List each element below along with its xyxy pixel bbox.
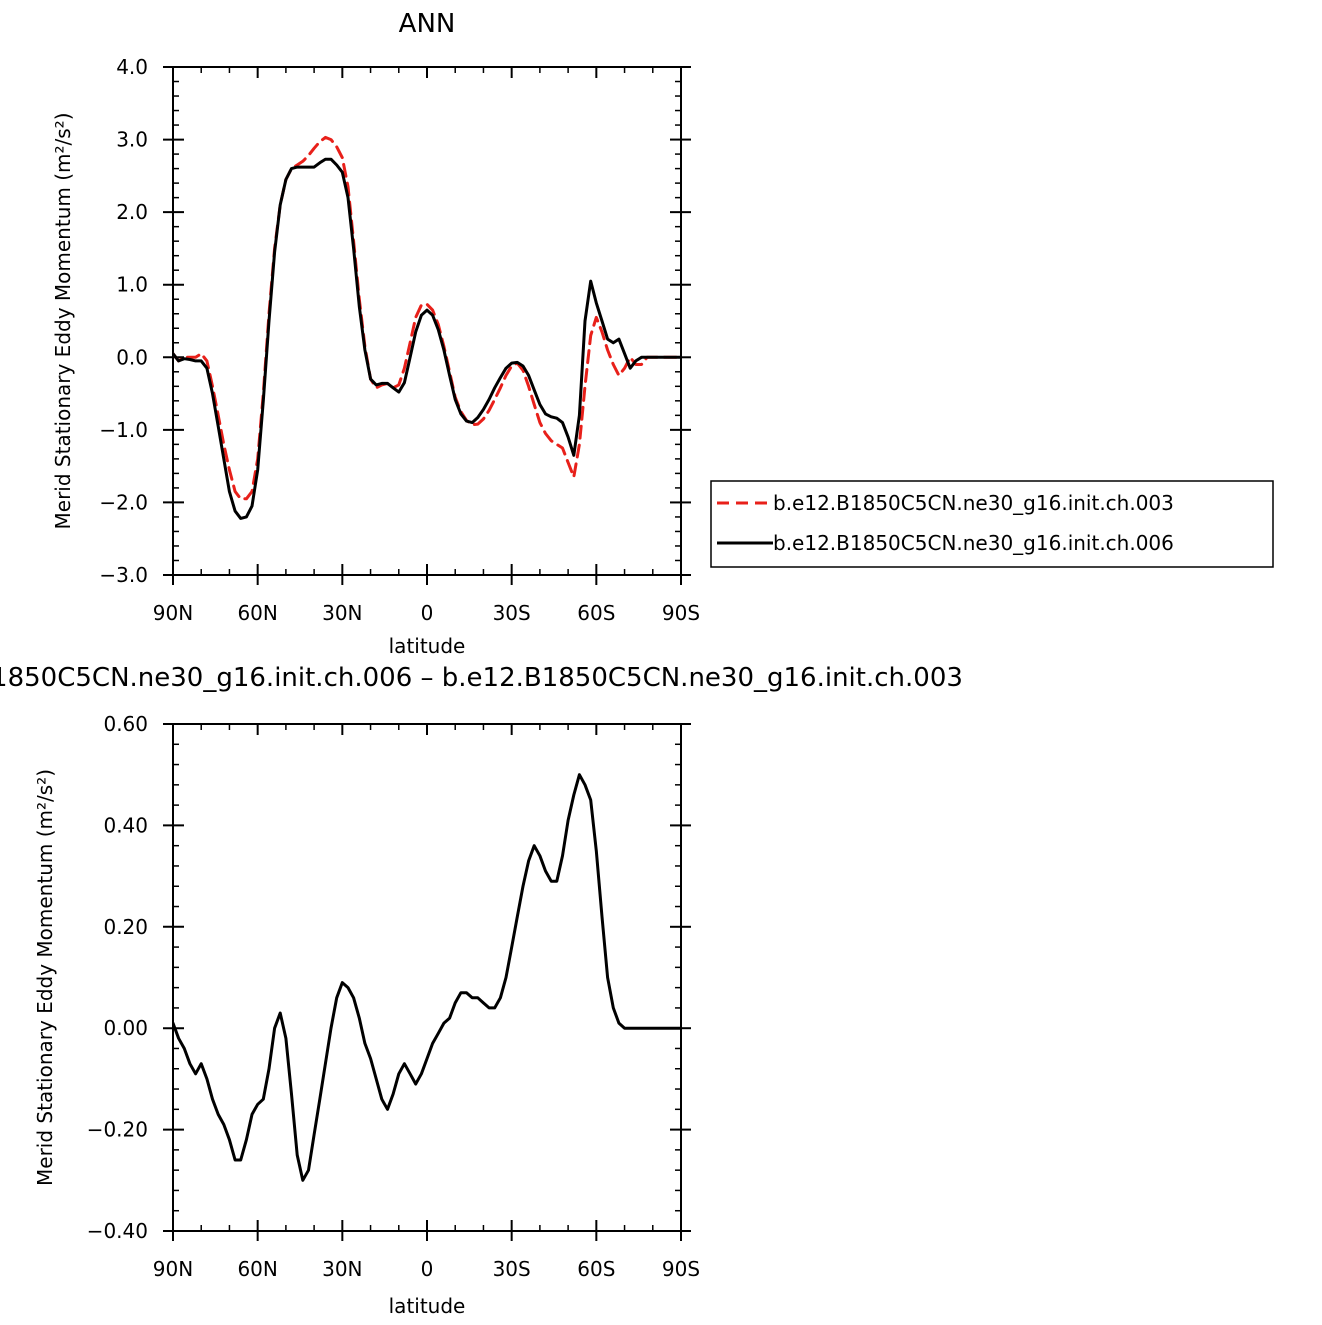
y-axis-label: Merid Stationary Eddy Momentum (m²/s²) xyxy=(51,113,75,530)
y-tick-label: −1.0 xyxy=(99,418,148,442)
y-axis-label: Merid Stationary Eddy Momentum (m²/s²) xyxy=(33,769,57,1186)
chart-panel-1: ANN 90N 60N 30N 0 30S 60S 90S 4.0 3.0 2.0 1.0 0.0 −1.… xyxy=(51,9,1274,658)
legend-box xyxy=(710,480,1274,568)
series-line-2 xyxy=(173,157,681,520)
chart-title: b.e12.B1850C5CN.ne30_g16.init.ch.006 – b… xyxy=(0,663,963,693)
x-axis-label: latitude xyxy=(389,634,466,658)
y-tick-label: 1.0 xyxy=(116,273,148,297)
y-tick-label: 4.0 xyxy=(116,55,148,79)
x-tick-label: 90S xyxy=(662,1257,700,1281)
y-tick-label: 0.40 xyxy=(103,813,148,837)
y-tick-label: −0.20 xyxy=(87,1118,148,1142)
x-axis-label: latitude xyxy=(389,1294,466,1318)
plot-frame xyxy=(172,723,682,1232)
y-tick-label: −3.0 xyxy=(99,563,148,587)
series-line-1 xyxy=(173,773,681,1182)
chart-title: ANN xyxy=(399,9,456,39)
y-tick-label: 0.20 xyxy=(103,915,148,939)
x-tick-label: 60N xyxy=(237,601,277,625)
x-tick-label: 90S xyxy=(662,601,700,625)
x-tick-label: 0 xyxy=(421,601,434,625)
y-tick-label: 0.60 xyxy=(103,712,148,736)
y-tick-label: 0.0 xyxy=(116,345,148,369)
x-tick-label: 60S xyxy=(577,601,615,625)
x-tick-label: 30N xyxy=(322,601,362,625)
legend-label: b.e12.B1850C5CN.ne30_g16.init.ch.003 xyxy=(773,491,1174,515)
x-tick-label: 90N xyxy=(153,601,193,625)
x-tick-label: 30S xyxy=(493,1257,531,1281)
legend: b.e12.B1850C5CN.ne30_g16.init.ch.003 b.e1… xyxy=(710,480,1274,568)
x-tick-label: 90N xyxy=(153,1257,193,1281)
chart-panel-2: b.e12.B1850C5CN.ne30_g16.init.ch.006 – b… xyxy=(0,663,963,1318)
x-tick-label: 0 xyxy=(421,1257,434,1281)
plot-frame xyxy=(172,66,682,576)
y-tick-label: −2.0 xyxy=(99,490,148,514)
x-tick-label: 30S xyxy=(493,601,531,625)
x-tick-label: 60S xyxy=(577,1257,615,1281)
legend-label: b.e12.B1850C5CN.ne30_g16.init.ch.006 xyxy=(773,531,1174,555)
y-tick-label: 3.0 xyxy=(116,128,148,152)
y-tick-label: −0.40 xyxy=(87,1219,148,1243)
series-line-1 xyxy=(173,135,681,501)
y-tick-label: 0.00 xyxy=(103,1016,148,1040)
x-tick-label: 60N xyxy=(237,1257,277,1281)
x-tick-label: 30N xyxy=(322,1257,362,1281)
y-tick-label: 2.0 xyxy=(116,200,148,224)
